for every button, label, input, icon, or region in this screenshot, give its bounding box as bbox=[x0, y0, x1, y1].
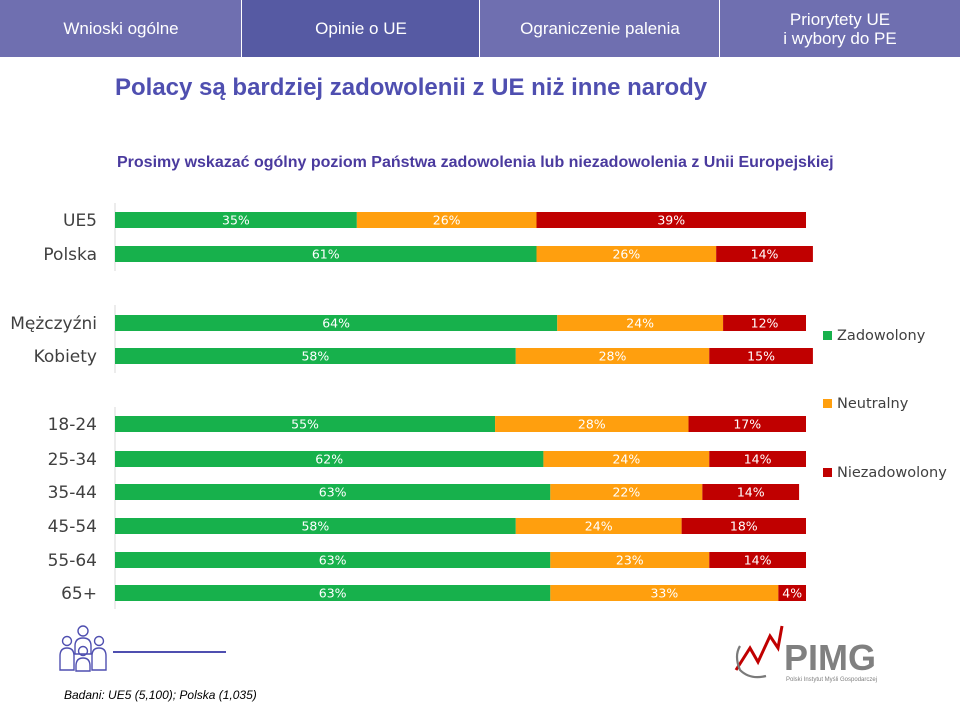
people-icon bbox=[59, 625, 107, 672]
value-label: 18% bbox=[730, 519, 758, 534]
logo-mark-icon bbox=[734, 625, 784, 671]
tab-divider bbox=[241, 0, 242, 57]
bar-segment-niezadowolony bbox=[536, 212, 806, 228]
category-label: 35-44 bbox=[48, 483, 97, 503]
value-label: 63% bbox=[319, 485, 347, 500]
category-label: Polska bbox=[43, 245, 97, 265]
value-label: 15% bbox=[747, 349, 775, 364]
legend-label-zadowolony: Zadowolony bbox=[837, 328, 926, 344]
legend-label-niezadowolony: Niezadowolony bbox=[837, 465, 947, 481]
logo-subtext: Polski Instytut Myśli Gospodarczej bbox=[786, 677, 877, 683]
bar-segment-zadowolony bbox=[115, 518, 516, 534]
bar-segment-neutralny bbox=[550, 484, 703, 500]
bar-segment-neutralny bbox=[495, 416, 689, 432]
value-label: 58% bbox=[301, 349, 329, 364]
bar-segment-niezadowolony bbox=[716, 246, 813, 262]
legend-swatch-zadowolony bbox=[823, 331, 832, 340]
value-label: 63% bbox=[319, 553, 347, 568]
bar-segment-neutralny bbox=[550, 585, 779, 601]
tab-divider bbox=[719, 0, 720, 57]
value-label: 14% bbox=[737, 485, 765, 500]
category-label: UE5 bbox=[63, 211, 97, 231]
category-label: 18-24 bbox=[48, 415, 97, 435]
bar-segment-zadowolony bbox=[115, 484, 551, 500]
bar-segment-zadowolony bbox=[115, 451, 544, 467]
value-label: 24% bbox=[626, 316, 654, 331]
logo-text: PIMG bbox=[784, 637, 876, 678]
category-label: 25-34 bbox=[48, 450, 97, 470]
tab-priorytety-line2: i wybory do PE bbox=[783, 28, 897, 48]
value-label: 55% bbox=[291, 417, 319, 432]
bar-segment-zadowolony bbox=[115, 212, 357, 228]
category-label: Mężczyźni bbox=[10, 314, 97, 334]
value-label: 63% bbox=[319, 586, 347, 601]
value-label: 14% bbox=[751, 247, 779, 262]
bar-segment-zadowolony bbox=[115, 348, 516, 364]
value-label: 24% bbox=[585, 519, 613, 534]
tab-wnioski-ogolne[interactable]: Wnioski ogólne bbox=[0, 0, 242, 57]
value-label: 28% bbox=[599, 349, 627, 364]
bar-segment-niezadowolony bbox=[723, 315, 806, 331]
category-label: 55-64 bbox=[48, 551, 97, 571]
legend-swatch-niezadowolony bbox=[823, 468, 832, 477]
value-label: 33% bbox=[650, 586, 678, 601]
tab-ograniczenie-palenia[interactable]: Ograniczenie palenia bbox=[480, 0, 720, 57]
bar-segment-neutralny bbox=[543, 451, 710, 467]
page-title: Polacy są bardziej zadowolenii z UE niż … bbox=[115, 74, 708, 101]
value-label: 14% bbox=[744, 452, 772, 467]
bar-segment-zadowolony bbox=[115, 585, 551, 601]
value-label: 12% bbox=[751, 316, 779, 331]
value-label: 14% bbox=[744, 553, 772, 568]
chart-question: Prosimy wskazać ogólny poziom Państwa za… bbox=[117, 154, 834, 171]
bar-segment-niezadowolony bbox=[778, 585, 806, 601]
bar-segment-niezadowolony bbox=[709, 552, 806, 568]
bar-segment-zadowolony bbox=[115, 416, 496, 432]
bar-segment-zadowolony bbox=[115, 552, 551, 568]
tab-divider bbox=[479, 0, 480, 57]
legend-swatch-neutralny bbox=[823, 399, 832, 408]
bar-segment-niezadowolony bbox=[709, 348, 813, 364]
legend-label-neutralny: Neutralny bbox=[837, 396, 909, 412]
value-label: 58% bbox=[301, 519, 329, 534]
value-label: 26% bbox=[433, 213, 461, 228]
category-label: 45-54 bbox=[48, 517, 97, 537]
footer-divider bbox=[113, 651, 226, 653]
value-label: 4% bbox=[782, 586, 802, 601]
value-label: 62% bbox=[315, 452, 343, 467]
tab-priorytety-ue[interactable]: Priorytety UE i wybory do PE bbox=[720, 0, 960, 57]
bar-segment-zadowolony bbox=[115, 246, 537, 262]
bar-segment-neutralny bbox=[356, 212, 537, 228]
tab-opinie-o-ue[interactable]: Opinie o UE bbox=[242, 0, 480, 57]
sample-sizes-note: Badani: UE5 (5,100); Polska (1,035) bbox=[64, 688, 257, 702]
value-label: 24% bbox=[612, 452, 640, 467]
bar-segment-niezadowolony bbox=[702, 484, 800, 500]
nav-tabs: Wnioski ogólne Opinie o UE Ograniczenie … bbox=[0, 0, 960, 57]
category-label: 65+ bbox=[61, 584, 97, 604]
stacked-bar-chart: UE5 35% 26% 39% Polska 61% 26% 14% Mężczyźni 64% 2… bbox=[10, 203, 947, 609]
bar-segment-neutralny bbox=[515, 348, 710, 364]
value-label: 35% bbox=[222, 213, 250, 228]
bar-segment-niezadowolony bbox=[681, 518, 806, 534]
value-label: 17% bbox=[733, 417, 761, 432]
bar-segment-neutralny bbox=[515, 518, 682, 534]
bar-segment-neutralny bbox=[557, 315, 724, 331]
category-label: Kobiety bbox=[34, 347, 97, 367]
pimg-logo: PIMG Polski Instytut Myśli Gospodarczej bbox=[734, 625, 877, 683]
value-label: 28% bbox=[578, 417, 606, 432]
bar-segment-zadowolony bbox=[115, 315, 558, 331]
value-label: 64% bbox=[322, 316, 350, 331]
bar-segment-niezadowolony bbox=[688, 416, 806, 432]
value-label: 39% bbox=[657, 213, 685, 228]
bar-segment-neutralny bbox=[536, 246, 717, 262]
bar-segment-neutralny bbox=[550, 552, 710, 568]
bar-segment-niezadowolony bbox=[709, 451, 806, 467]
value-label: 61% bbox=[312, 247, 340, 262]
value-label: 26% bbox=[612, 247, 640, 262]
value-label: 23% bbox=[616, 553, 644, 568]
value-label: 22% bbox=[612, 485, 640, 500]
tab-priorytety-line1: Priorytety UE bbox=[789, 9, 891, 29]
